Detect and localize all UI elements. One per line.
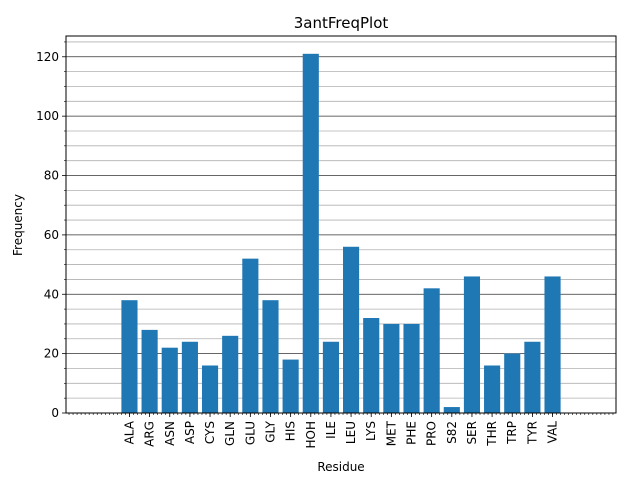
bar-thr [484,365,501,413]
x-tick-label: HOH [304,421,318,449]
bar-phe [403,323,420,413]
bar-arg [141,329,158,413]
x-tick-label: ARG [143,421,157,447]
y-tick-label: 20 [44,347,59,361]
bar-s82 [443,407,460,413]
x-axis-label: Residue [317,460,364,474]
bar-his [282,359,299,413]
bar-tyr [524,341,541,413]
x-axis-ticks: ALA ARG ASN ASP CYS GLN GLU GLY HIS HOH ILE LEU LYS M… [68,413,614,449]
bar-ala [121,300,138,413]
bar-met [383,323,400,413]
chart-title: 3antFreqPlot [294,14,389,32]
bar-asn [161,347,178,413]
bar-pro [423,288,440,413]
bar-gln [222,335,239,413]
x-tick-label: VAL [546,421,560,444]
y-axis-ticks: 0 20 40 60 80 100 120 [36,41,66,420]
bars [121,53,561,413]
x-tick-label: GLU [243,421,257,445]
y-tick-label: 120 [36,50,59,64]
x-tick-label: ALA [122,420,136,444]
y-tick-label: 80 [44,169,59,183]
bar-gly [262,300,279,413]
x-tick-label: CYS [203,421,217,444]
x-tick-label: THR [485,421,499,447]
x-tick-label: GLN [223,421,237,446]
x-tick-label: TYR [525,421,539,445]
bar-glu [242,258,259,413]
x-tick-label: ILE [324,421,338,439]
x-tick-label: LEU [344,421,358,444]
x-tick-label: LYS [364,421,378,441]
bar-ser [463,276,481,413]
y-axis-label: Frequency [11,194,25,256]
bar-asp [181,341,198,413]
y-tick-label: 60 [44,228,59,242]
x-tick-label: TRP [505,421,519,445]
x-tick-label: ASP [183,421,197,444]
plot-frame [65,35,617,414]
y-tick-label: 40 [44,287,59,301]
bar-leu [343,246,360,413]
x-tick-label: ASN [163,421,177,446]
x-tick-label: HIS [284,421,298,441]
y-tick-label: 100 [36,109,59,123]
y-tick-label: 0 [51,406,59,420]
x-tick-label: MET [384,420,398,446]
bar-lys [363,318,380,413]
bar-hoh [302,53,319,413]
x-tick-label: S82 [445,421,459,444]
x-tick-label: PRO [425,421,439,446]
bar-ile [322,341,339,413]
x-tick-label: SER [465,421,479,445]
bar-val [544,276,561,413]
x-tick-label: GLY [263,420,277,442]
bar-cys [201,365,219,413]
x-tick-label: PHE [405,421,419,445]
bar-trp [504,353,521,413]
